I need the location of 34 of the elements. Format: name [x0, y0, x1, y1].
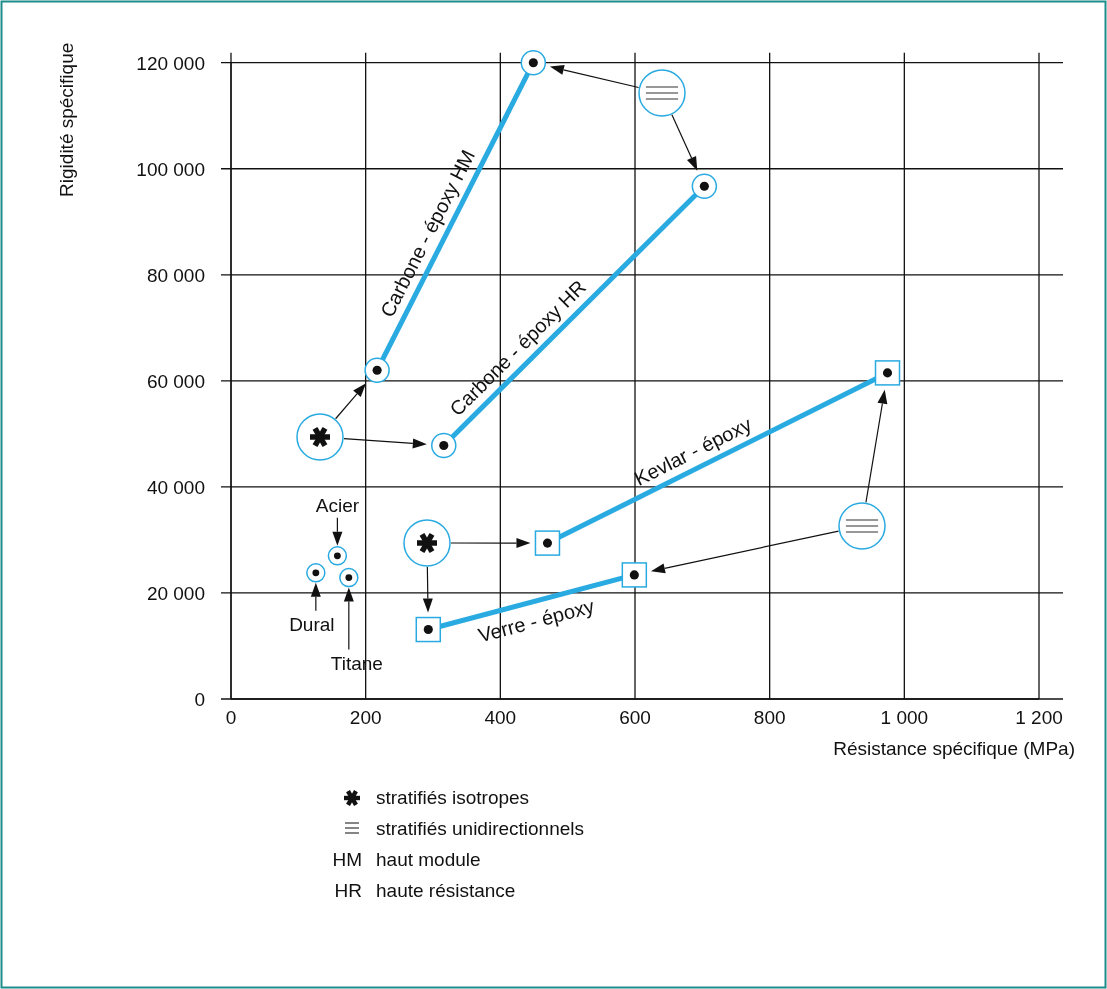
text: HR haute résistance [334, 880, 516, 901]
text: stratifiés unidirectionnels [376, 818, 585, 839]
text: Verre - époxy [475, 594, 597, 647]
y-axis-title: Rigidité spécifique [56, 42, 77, 197]
point [339, 567, 359, 588]
x-tick-label: 1 200 [1015, 707, 1063, 728]
annotation: Dural [289, 613, 335, 635]
y-tick-label: 80 000 [146, 264, 205, 286]
x-tick-label: 800 [753, 707, 786, 728]
x-tick-label: 0 [225, 707, 237, 728]
text: HM haut module [332, 849, 481, 870]
text: stratifiés isotropes [376, 787, 530, 808]
point [415, 616, 442, 643]
point [534, 530, 561, 556]
point [621, 562, 648, 588]
point [520, 49, 547, 76]
point [691, 173, 718, 199]
y-tick-label: 40 000 [146, 476, 205, 498]
x-tick-label: 400 [484, 707, 517, 728]
x-axis-title: Résistance spécifique (MPa) [833, 738, 1075, 759]
y-tick-label: 120 000 [136, 52, 205, 74]
x-tick-label: 600 [619, 707, 651, 728]
annotation: Acier [315, 494, 360, 516]
y-tick-label: 0 [194, 689, 205, 710]
x-tick-label: 1 000 [880, 707, 929, 728]
point [327, 546, 348, 566]
y-tick-label: 20 000 [146, 582, 205, 604]
point [431, 432, 457, 459]
point [364, 357, 390, 383]
x-tick-label: 200 [349, 707, 382, 728]
y-tick-label: 100 000 [136, 158, 205, 180]
y-tick-label: 60 000 [146, 370, 205, 392]
point [874, 360, 901, 386]
point [306, 563, 326, 583]
